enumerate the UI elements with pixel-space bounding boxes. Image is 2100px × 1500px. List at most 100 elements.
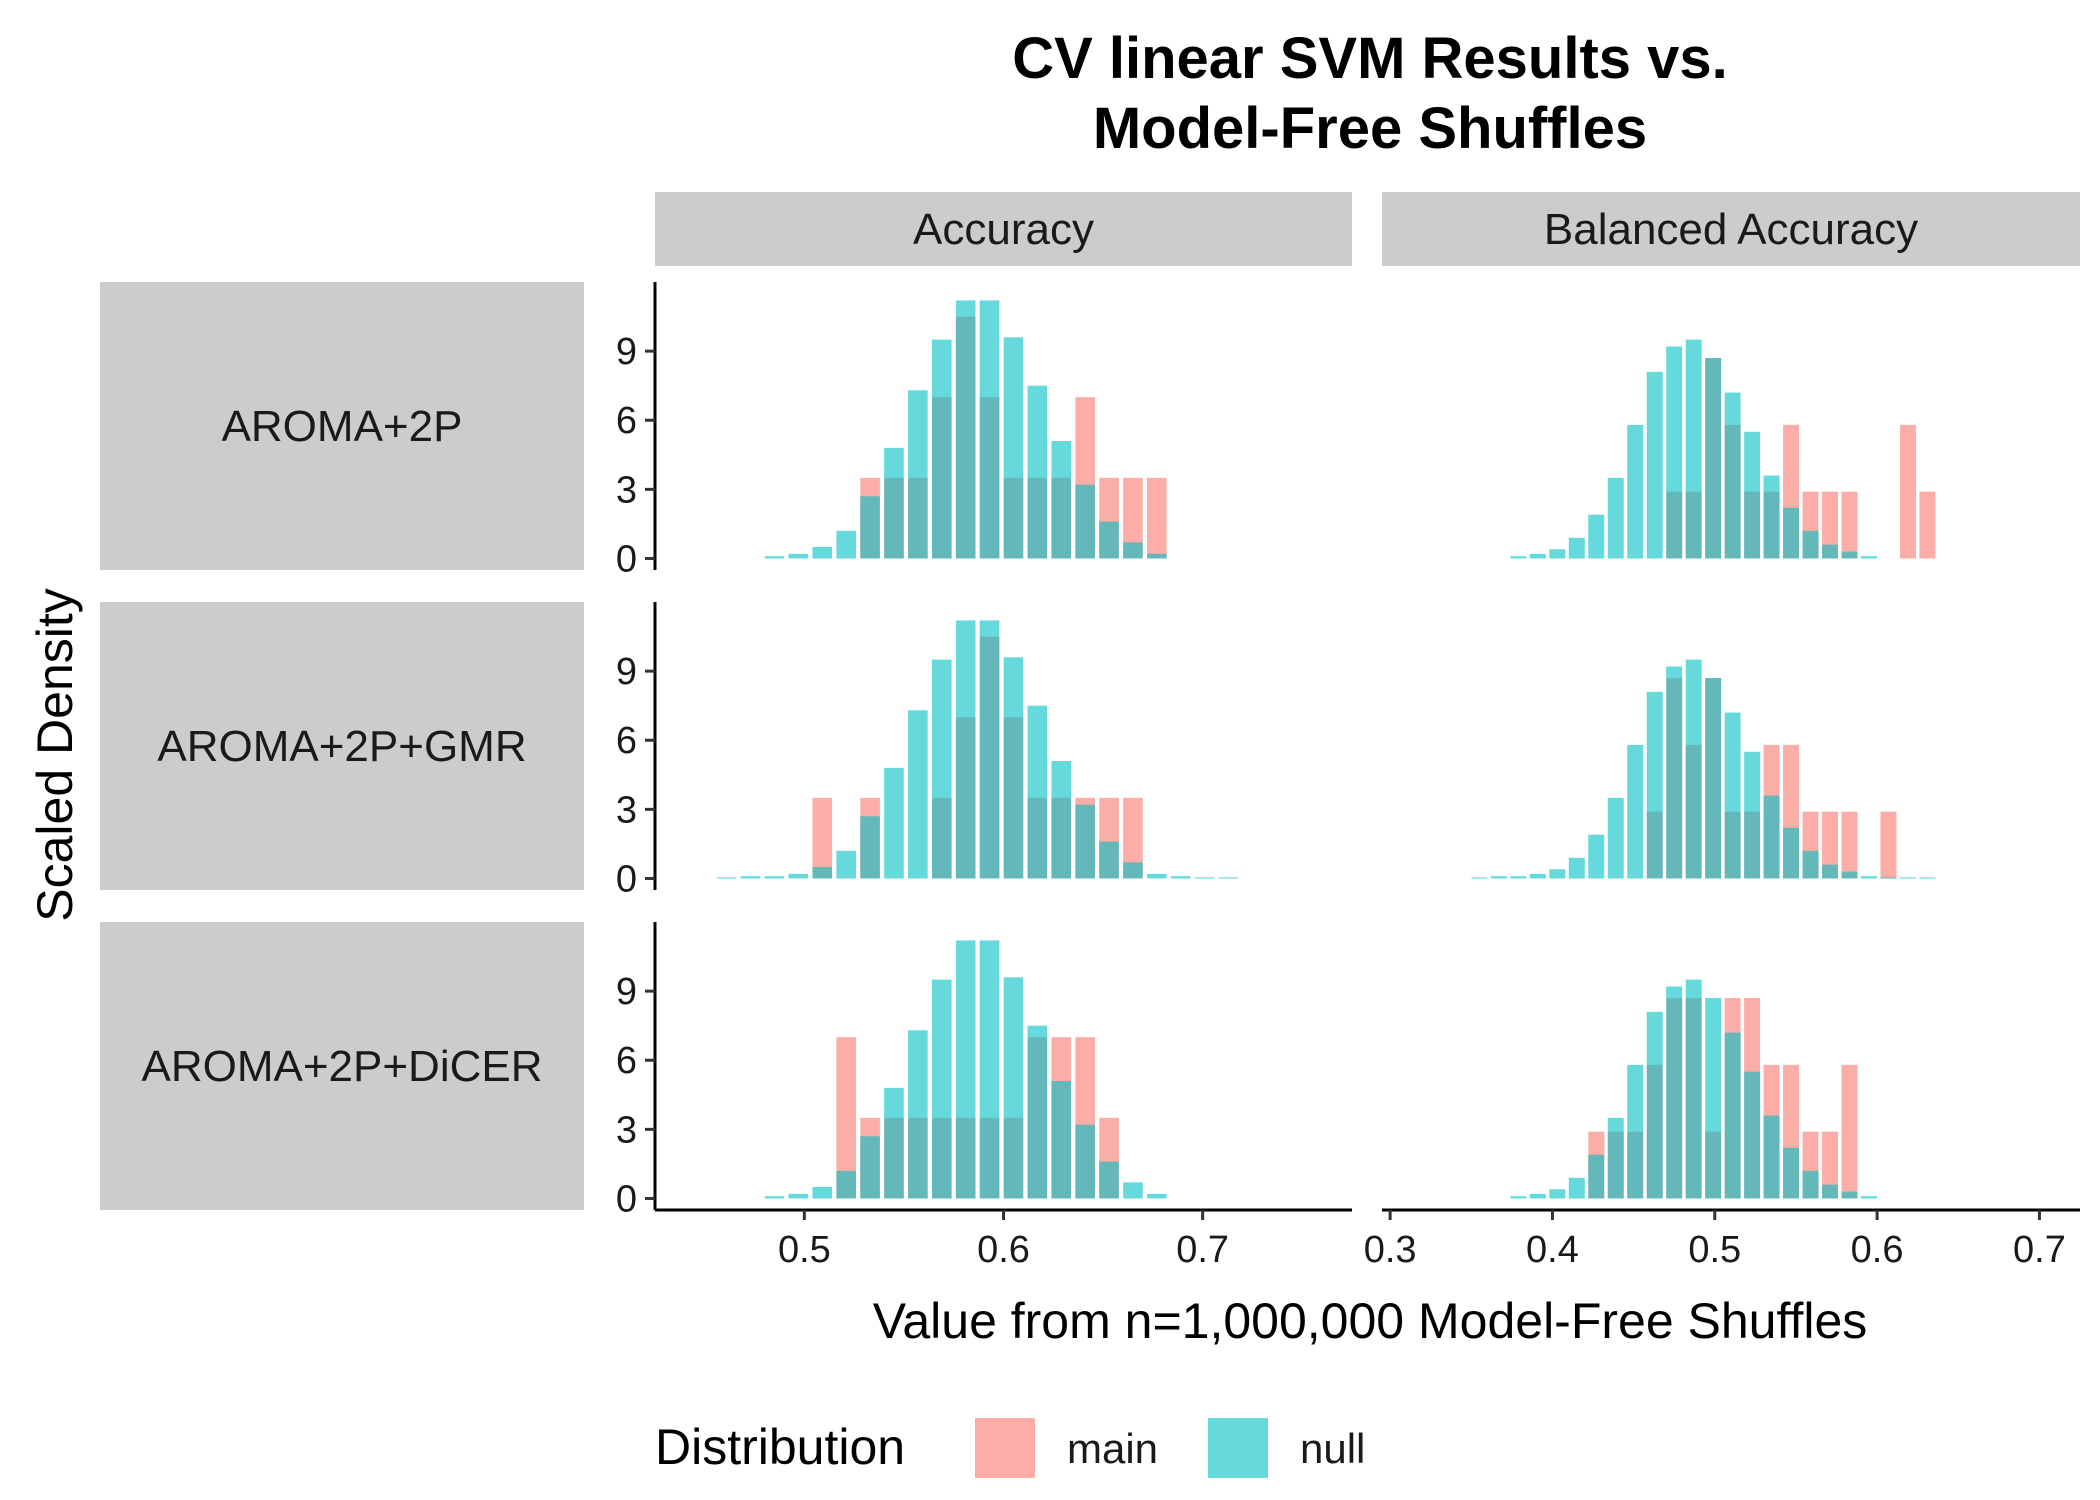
legend-label-null: null — [1300, 1425, 1365, 1472]
bar-null — [1627, 424, 1644, 559]
bar-null — [1724, 712, 1741, 879]
chart-title-line-1: CV linear SVM Results vs. — [1012, 26, 1728, 91]
column-strip-label-accuracy: Accuracy — [913, 205, 1094, 254]
bar-null — [1744, 751, 1761, 879]
legend-swatch-null — [1208, 1418, 1268, 1478]
row-strip-label-aroma-2p-dicer: AROMA+2P+DiCER — [141, 1042, 542, 1091]
bar-null — [1471, 877, 1488, 879]
bar-main — [1123, 477, 1143, 559]
bar-null — [1705, 998, 1722, 1199]
row-strip-aroma-2p — [100, 282, 584, 570]
bar-null — [812, 1186, 833, 1199]
bar-null — [884, 767, 904, 879]
bar-null — [1588, 514, 1605, 559]
row-strip-label-aroma-2p-gmr: AROMA+2P+GMR — [157, 722, 526, 771]
bar-null — [1705, 358, 1722, 559]
bar-null — [979, 620, 1000, 879]
bar-null — [1147, 873, 1167, 879]
panel-aroma-2p-dicer-accuracy — [764, 940, 1167, 1199]
bar-main — [812, 797, 833, 879]
bar-null — [1783, 1147, 1800, 1199]
bar-null — [1841, 871, 1858, 879]
bar-null — [1627, 744, 1644, 879]
bar-null — [1549, 1189, 1566, 1199]
legend-label-main: main — [1067, 1425, 1158, 1472]
bar-null — [1763, 1115, 1780, 1199]
x-tick-label: 0.4 — [1526, 1229, 1579, 1271]
bar-null — [716, 877, 737, 879]
bar-main — [1841, 1064, 1858, 1199]
bar-null — [1646, 691, 1663, 879]
x-axis-title: Value from n=1,000,000 Model-Free Shuffl… — [873, 1293, 1868, 1349]
bar-null — [1194, 877, 1215, 879]
bar-null — [1549, 549, 1566, 559]
bar-null — [955, 620, 976, 879]
bar-null — [764, 556, 785, 559]
chart-title-line-2: Model-Free Shuffles — [1093, 96, 1647, 161]
y-tick-label: 6 — [616, 720, 637, 762]
bar-null — [1919, 877, 1936, 879]
bar-null — [1549, 869, 1566, 879]
bar-null — [1783, 827, 1800, 879]
bar-null — [884, 1087, 904, 1199]
bar-null — [1685, 659, 1702, 879]
bar-null — [1123, 862, 1143, 879]
bar-null — [1724, 392, 1741, 559]
bar-null — [836, 1170, 856, 1199]
y-tick-label: 9 — [616, 651, 637, 693]
bar-null — [836, 850, 856, 879]
bar-null — [1568, 1177, 1585, 1199]
bar-null — [1899, 877, 1916, 879]
bar-null — [1490, 876, 1507, 879]
bar-null — [955, 940, 976, 1199]
bar-null — [1123, 542, 1143, 559]
y-axis-title: Scaled Density — [27, 588, 83, 922]
bar-null — [1027, 385, 1048, 559]
panel-aroma-2p-gmr-balanced-accuracy — [1471, 659, 1936, 879]
bar-null — [1170, 876, 1191, 879]
bar-null — [1802, 850, 1819, 879]
y-tick-label: 3 — [616, 1109, 637, 1151]
bar-null — [1003, 337, 1024, 559]
bar-null — [1705, 678, 1722, 879]
bar-null — [836, 530, 856, 559]
bar-null — [1607, 477, 1624, 559]
bar-null — [1666, 666, 1683, 879]
legend-title: Distribution — [655, 1419, 905, 1475]
column-strip-accuracy — [655, 192, 1352, 266]
bar-null — [1607, 797, 1624, 879]
bar-null — [740, 876, 761, 879]
y-tick-label: 6 — [616, 400, 637, 442]
chart-title: CV linear SVM Results vs. Model-Free Shu… — [1012, 26, 1728, 161]
bar-null — [788, 553, 809, 559]
row-strip-aroma-2p-gmr — [100, 602, 584, 890]
bar-null — [1568, 537, 1585, 559]
panel-aroma-2p-dicer-balanced-accuracy — [1510, 979, 1877, 1199]
column-strip-balanced-accuracy — [1382, 192, 2080, 266]
bar-null — [1744, 1071, 1761, 1199]
bar-main — [1822, 491, 1838, 559]
bar-null — [1003, 977, 1024, 1199]
bar-null — [1860, 876, 1877, 879]
x-tick-label: 0.7 — [2013, 1229, 2066, 1271]
y-tick-label: 9 — [616, 331, 637, 373]
bar-null — [1763, 475, 1780, 559]
bar-null — [1685, 979, 1702, 1199]
bar-null — [1763, 795, 1780, 879]
bar-null — [931, 339, 952, 559]
panel-aroma-2p-gmr-accuracy — [716, 620, 1239, 879]
bar-null — [1218, 877, 1239, 879]
bar-null — [812, 546, 833, 559]
bar-null — [860, 496, 880, 559]
x-tick-label: 0.3 — [1364, 1229, 1417, 1271]
bar-null — [1003, 657, 1024, 879]
bar-null — [788, 1193, 809, 1199]
bar-null — [1027, 1025, 1048, 1199]
panel-aroma-2p-balanced-accuracy — [1510, 339, 1936, 559]
bar-null — [1051, 760, 1072, 879]
y-tick-label: 9 — [616, 971, 637, 1013]
facet-strips: Accuracy Balanced Accuracy AROMA+2P AROMA+2… — [100, 192, 2080, 1210]
panel-aroma-2p-accuracy — [764, 300, 1167, 559]
bar-main — [1899, 424, 1916, 559]
bar-null — [1075, 804, 1095, 879]
